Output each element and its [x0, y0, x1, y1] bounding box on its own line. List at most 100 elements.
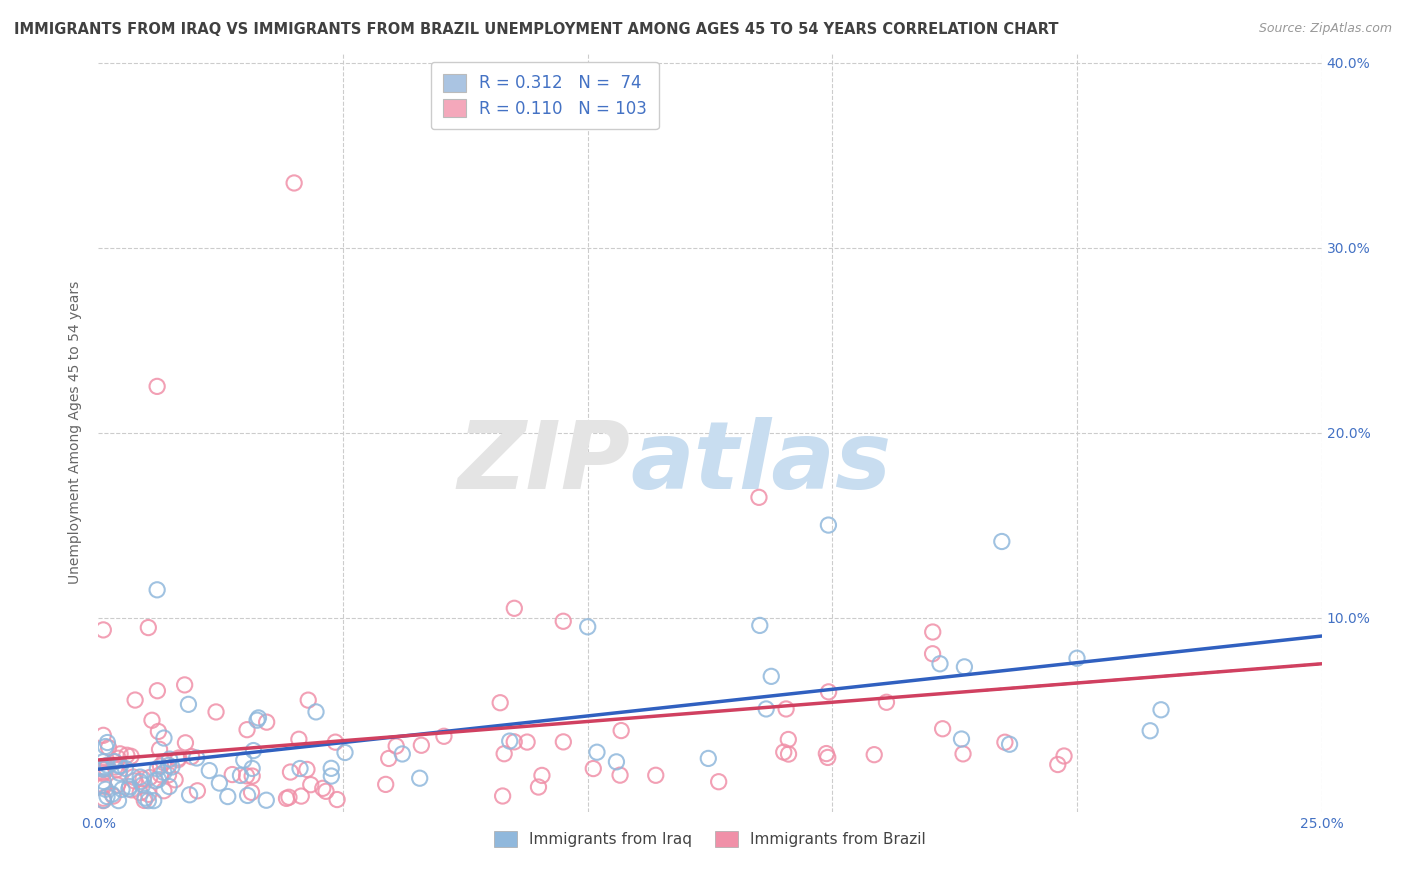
Point [103, 755, 125, 769]
Point [121, 782, 143, 797]
Point [411, 738, 433, 752]
Point [246, 713, 269, 727]
Point [494, 747, 516, 761]
Point [221, 767, 243, 781]
Point [91, 762, 114, 776]
Point [93, 779, 115, 793]
Point [118, 782, 141, 797]
Point [91, 793, 114, 807]
Point [290, 789, 312, 803]
Point [186, 784, 208, 798]
Point [205, 705, 228, 719]
Point [778, 732, 800, 747]
Point [108, 759, 131, 773]
Point [707, 774, 730, 789]
Point [152, 756, 174, 770]
Point [145, 773, 167, 788]
Point [748, 618, 770, 632]
Point [503, 601, 526, 615]
Point [94, 782, 117, 797]
Point [107, 751, 129, 765]
Point [772, 745, 794, 759]
Point [91, 755, 114, 769]
Point [141, 713, 163, 727]
Point [148, 742, 170, 756]
Point [91, 794, 114, 808]
Legend: Immigrants from Iraq, Immigrants from Brazil: Immigrants from Iraq, Immigrants from Br… [488, 825, 932, 854]
Point [129, 770, 152, 784]
Point [229, 768, 252, 782]
Point [299, 778, 322, 792]
Point [132, 772, 155, 786]
Point [148, 724, 170, 739]
Point [108, 766, 131, 780]
Text: Source: ZipAtlas.com: Source: ZipAtlas.com [1258, 22, 1392, 36]
Point [96, 758, 118, 772]
Point [953, 660, 976, 674]
Text: ZIP: ZIP [457, 417, 630, 509]
Point [1053, 749, 1076, 764]
Point [931, 722, 953, 736]
Point [236, 789, 259, 803]
Point [553, 735, 575, 749]
Point [280, 765, 302, 780]
Point [101, 787, 124, 801]
Point [755, 702, 778, 716]
Point [305, 705, 328, 719]
Point [96, 789, 118, 804]
Point [489, 696, 512, 710]
Point [167, 751, 190, 765]
Point [530, 768, 553, 782]
Point [527, 780, 550, 794]
Point [149, 767, 172, 781]
Point [124, 773, 146, 788]
Point [148, 772, 170, 787]
Point [138, 788, 160, 802]
Point [122, 770, 145, 784]
Point [159, 752, 181, 766]
Point [491, 789, 513, 803]
Point [276, 791, 298, 805]
Point [1046, 757, 1069, 772]
Point [208, 776, 231, 790]
Point [115, 748, 138, 763]
Point [1066, 651, 1088, 665]
Point [409, 771, 432, 785]
Point [761, 669, 783, 683]
Point [321, 769, 343, 783]
Point [236, 723, 259, 737]
Point [240, 785, 263, 799]
Point [120, 749, 142, 764]
Point [644, 768, 666, 782]
Point [929, 657, 952, 671]
Point [921, 625, 943, 640]
Point [1150, 703, 1173, 717]
Point [129, 786, 152, 800]
Point [278, 790, 301, 805]
Point [815, 747, 838, 761]
Point [180, 749, 202, 764]
Point [160, 760, 183, 774]
Point [165, 772, 187, 787]
Text: IMMIGRANTS FROM IRAQ VS IMMIGRANTS FROM BRAZIL UNEMPLOYMENT AMONG AGES 45 TO 54 : IMMIGRANTS FROM IRAQ VS IMMIGRANTS FROM … [14, 22, 1059, 37]
Point [108, 747, 131, 761]
Point [110, 759, 132, 773]
Point [242, 743, 264, 757]
Point [235, 769, 257, 783]
Point [217, 789, 239, 804]
Point [283, 176, 305, 190]
Point [312, 781, 335, 796]
Point [138, 794, 160, 808]
Point [333, 746, 356, 760]
Point [198, 764, 221, 778]
Point [433, 729, 456, 743]
Point [321, 761, 343, 775]
Point [157, 780, 180, 794]
Point [134, 793, 156, 807]
Point [582, 762, 605, 776]
Point [374, 777, 396, 791]
Point [91, 763, 114, 777]
Point [146, 379, 169, 393]
Point [174, 736, 197, 750]
Point [149, 759, 172, 773]
